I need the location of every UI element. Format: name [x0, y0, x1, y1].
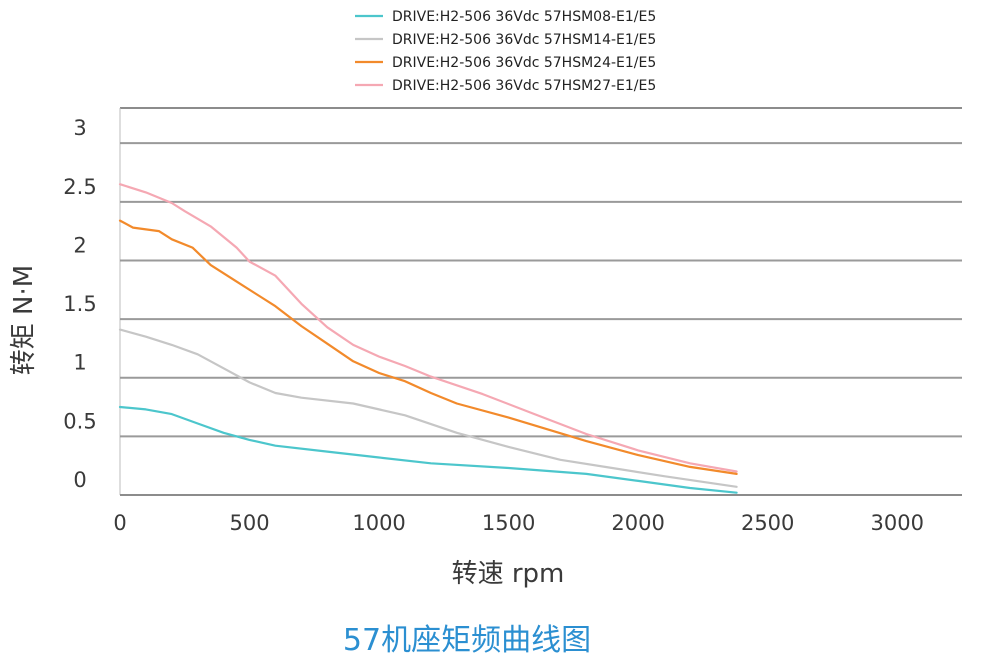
series-line-2 [118, 328, 738, 488]
series-line-1 [118, 405, 738, 494]
x-tick-label: 500 [229, 511, 269, 535]
chart-title: 57机座矩频曲线图 [343, 623, 591, 658]
y-axis-ticks: 0 0.5 1 1.5 2 2.5 3 [63, 116, 96, 492]
series-lines [118, 183, 738, 494]
legend: DRIVE:H2-506 36Vdc 57HSM08-E1/E5 DRIVE:H2… [355, 9, 656, 94]
x-tick-label: 0 [113, 511, 126, 535]
gridlines [119, 107, 962, 496]
y-axis-label: 转矩 N·M [9, 265, 39, 375]
y-tick-label: 1 [73, 351, 86, 375]
y-tick-label: 3 [73, 116, 86, 140]
x-tick-label: 3000 [871, 511, 924, 535]
y-tick-label: 0 [73, 468, 86, 492]
y-tick-label: 2.5 [63, 175, 96, 199]
x-axis-ticks: 0 500 1000 1500 2000 2500 3000 [113, 511, 924, 535]
x-axis-label: 转速 rpm [452, 559, 565, 589]
legend-entry: DRIVE:H2-506 36Vdc 57HSM27-E1/E5 [392, 78, 656, 94]
y-tick-label: 0.5 [63, 409, 96, 433]
legend-entry: DRIVE:H2-506 36Vdc 57HSM14-E1/E5 [392, 32, 656, 48]
x-tick-label: 2500 [741, 511, 794, 535]
y-tick-label: 2 [73, 233, 86, 257]
legend-entry: DRIVE:H2-506 36Vdc 57HSM24-E1/E5 [392, 55, 656, 71]
legend-entry: DRIVE:H2-506 36Vdc 57HSM08-E1/E5 [392, 9, 656, 25]
y-tick-label: 1.5 [63, 292, 96, 316]
x-tick-label: 2000 [611, 511, 664, 535]
x-tick-label: 1500 [482, 511, 535, 535]
series-line-4 [118, 183, 738, 473]
x-tick-label: 1000 [352, 511, 405, 535]
series-line-3 [118, 219, 738, 475]
